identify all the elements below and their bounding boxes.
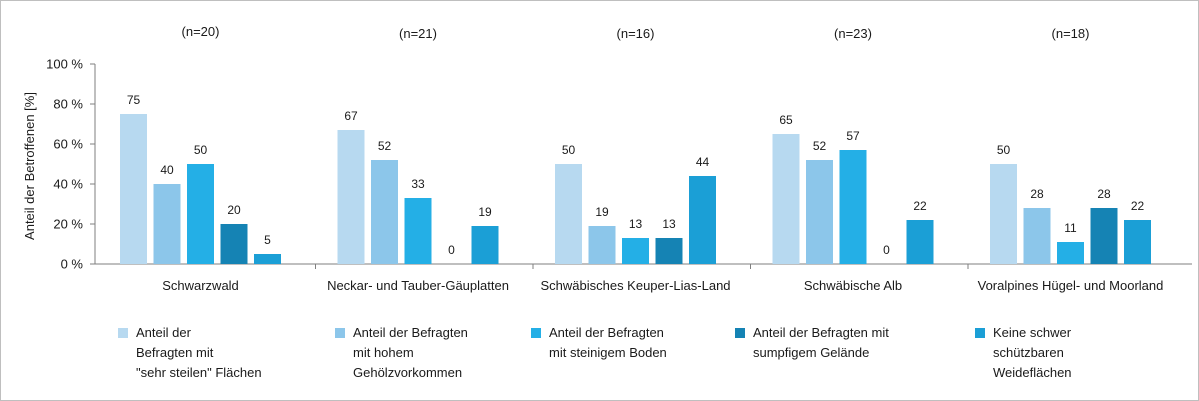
data-label: 22 bbox=[1131, 199, 1145, 213]
group-count-label: (n=23) bbox=[834, 26, 872, 41]
data-label: 40 bbox=[160, 163, 174, 177]
data-label: 20 bbox=[227, 203, 241, 217]
data-label: 50 bbox=[562, 143, 576, 157]
legend-swatch bbox=[531, 328, 541, 338]
data-label: 52 bbox=[378, 139, 392, 153]
bar bbox=[120, 114, 147, 264]
y-tick-label: 20 % bbox=[53, 217, 83, 232]
legend-swatch bbox=[735, 328, 745, 338]
data-label: 11 bbox=[1064, 221, 1077, 235]
data-label: 57 bbox=[846, 129, 860, 143]
bar bbox=[839, 150, 867, 264]
data-label: 13 bbox=[662, 217, 676, 231]
legend-item: Anteil der Befragten mit "sehr steilen" … bbox=[118, 323, 262, 383]
legend-swatch bbox=[118, 328, 128, 338]
bar bbox=[471, 226, 499, 264]
bar bbox=[588, 226, 616, 264]
data-label: 13 bbox=[629, 217, 643, 231]
bar bbox=[337, 130, 365, 264]
data-label: 75 bbox=[127, 93, 141, 107]
bar bbox=[806, 160, 833, 264]
legend-label: Anteil der Befragten mit steinigem Boden bbox=[549, 325, 667, 360]
bar bbox=[1057, 242, 1084, 264]
bar bbox=[990, 164, 1017, 264]
legend-swatch bbox=[975, 328, 985, 338]
y-tick-label: 60 % bbox=[53, 137, 83, 152]
legend-swatch bbox=[335, 328, 345, 338]
data-label: 5 bbox=[264, 233, 271, 247]
legend-label: Anteil der Befragten mit "sehr steilen" … bbox=[136, 325, 262, 380]
bar bbox=[906, 220, 934, 264]
data-label: 52 bbox=[813, 139, 827, 153]
group-count-label: (n=18) bbox=[1052, 26, 1090, 41]
data-label: 50 bbox=[997, 143, 1011, 157]
category-label: Voralpines Hügel- und Moorland bbox=[978, 278, 1164, 293]
bar bbox=[1124, 220, 1151, 264]
legend-label: Anteil der Befragten mit hohem Gehölzvor… bbox=[353, 325, 468, 380]
bar bbox=[772, 134, 800, 264]
bar bbox=[220, 224, 248, 264]
legend-item: Keine schwer schützbaren Weideflächen bbox=[975, 323, 1072, 383]
bar bbox=[1090, 208, 1118, 264]
group-count-label: (n=21) bbox=[399, 26, 437, 41]
bar bbox=[153, 184, 181, 264]
y-tick-label: 0 % bbox=[61, 257, 84, 272]
y-tick-label: 40 % bbox=[53, 177, 83, 192]
legend-label: Keine schwer schützbaren Weideflächen bbox=[993, 325, 1072, 380]
group-count-label: (n=20) bbox=[182, 24, 220, 39]
data-label: 19 bbox=[595, 205, 609, 219]
data-label: 22 bbox=[913, 199, 927, 213]
bar bbox=[622, 238, 649, 264]
category-label: Neckar- und Tauber-Gäuplatten bbox=[327, 278, 509, 293]
category-label: Schwarzwald bbox=[162, 278, 239, 293]
bar bbox=[689, 176, 716, 264]
group-count-label: (n=16) bbox=[617, 26, 655, 41]
bar bbox=[371, 160, 398, 264]
y-tick-label: 100 % bbox=[46, 57, 83, 72]
category-label: Schwäbische Alb bbox=[804, 278, 902, 293]
data-label: 0 bbox=[448, 243, 455, 257]
legend-item: Anteil der Befragten mit sumpfigem Gelän… bbox=[735, 323, 889, 363]
legend-item: Anteil der Befragten mit hohem Gehölzvor… bbox=[335, 323, 468, 383]
data-label: 28 bbox=[1097, 187, 1111, 201]
data-label: 28 bbox=[1030, 187, 1044, 201]
data-label: 50 bbox=[194, 143, 208, 157]
bar bbox=[404, 198, 432, 264]
y-axis-title: Anteil der Betroffenen [%] bbox=[22, 92, 37, 240]
data-label: 0 bbox=[883, 243, 890, 257]
data-label: 19 bbox=[478, 205, 492, 219]
bar bbox=[655, 238, 683, 264]
category-label: Schwäbisches Keuper-Lias-Land bbox=[540, 278, 730, 293]
legend-label: Anteil der Befragten mit sumpfigem Gelän… bbox=[753, 325, 889, 360]
data-label: 44 bbox=[696, 155, 710, 169]
bar bbox=[1023, 208, 1051, 264]
y-tick-label: 80 % bbox=[53, 97, 83, 112]
data-label: 67 bbox=[344, 109, 358, 123]
bar bbox=[254, 254, 281, 264]
bar bbox=[187, 164, 214, 264]
bar bbox=[555, 164, 582, 264]
data-label: 33 bbox=[411, 177, 425, 191]
legend-item: Anteil der Befragten mit steinigem Boden bbox=[531, 323, 667, 363]
data-label: 65 bbox=[779, 113, 793, 127]
